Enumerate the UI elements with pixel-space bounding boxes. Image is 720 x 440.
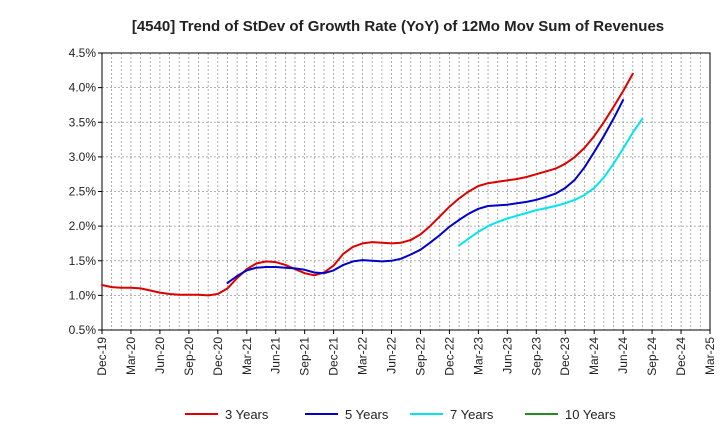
- legend-label-3-years: 3 Years: [225, 407, 269, 422]
- y-tick-label: 2.0%: [69, 219, 97, 233]
- y-tick-label: 4.0%: [69, 81, 97, 95]
- x-tick-label: Jun-20: [153, 337, 167, 374]
- x-tick-label: Sep-22: [413, 337, 427, 376]
- x-tick-label: Dec-20: [211, 337, 225, 376]
- chart-title: [4540] Trend of StDev of Growth Rate (Yo…: [132, 18, 664, 35]
- x-tick-label: Mar-20: [124, 337, 138, 375]
- x-tick-label: Sep-20: [182, 337, 196, 376]
- y-tick-label: 4.5%: [69, 46, 97, 60]
- y-tick-label: 2.5%: [69, 185, 97, 199]
- x-tick-label: Jun-23: [500, 337, 514, 374]
- x-tick-label: Mar-24: [587, 337, 601, 375]
- legend-label-5-years: 5 Years: [345, 407, 389, 422]
- x-tick-label: Mar-25: [703, 337, 717, 375]
- legend-label-7-years: 7 Years: [450, 407, 494, 422]
- x-tick-label: Sep-21: [298, 337, 312, 376]
- series-line-3-years: [101, 72, 634, 297]
- x-tick-label: Mar-23: [471, 337, 485, 375]
- legend: 3 Years 5 Years 7 Years 10 Years: [185, 407, 616, 422]
- grid: [101, 52, 711, 331]
- x-tick-label: Dec-19: [95, 337, 109, 376]
- y-tick-label: 1.0%: [69, 288, 97, 302]
- y-tick-label: 0.5%: [69, 323, 97, 337]
- x-tick-label: Sep-24: [645, 337, 659, 376]
- y-tick-label: 1.5%: [69, 254, 97, 268]
- x-tick-label: Dec-23: [558, 337, 572, 376]
- legend-label-10-years: 10 Years: [565, 407, 616, 422]
- x-tick-label: Jun-22: [385, 337, 399, 374]
- x-tick-label: Mar-21: [240, 337, 254, 375]
- x-tick-label: Jun-24: [616, 337, 630, 374]
- y-axis: 0.5% 1.0% 1.5% 2.0% 2.5% 3.0% 3.5% 4.0% 4.5%: [69, 46, 102, 337]
- x-tick-label: Dec-24: [674, 337, 688, 376]
- series-lines: [101, 72, 644, 297]
- x-axis: Dec-19 Mar-20 Jun-20 Sep-20 Dec-20 Mar-21 Jun-…: [95, 330, 717, 376]
- series-line-7-years: [458, 117, 644, 247]
- y-tick-label: 3.5%: [69, 115, 97, 129]
- y-tick-label: 3.0%: [69, 150, 97, 164]
- x-tick-label: Mar-22: [356, 337, 370, 375]
- series-line-5-years: [226, 99, 625, 284]
- x-tick-label: Dec-22: [442, 337, 456, 376]
- x-tick-label: Sep-23: [529, 337, 543, 376]
- x-tick-label: Dec-21: [327, 337, 341, 376]
- x-tick-label: Jun-21: [269, 337, 283, 374]
